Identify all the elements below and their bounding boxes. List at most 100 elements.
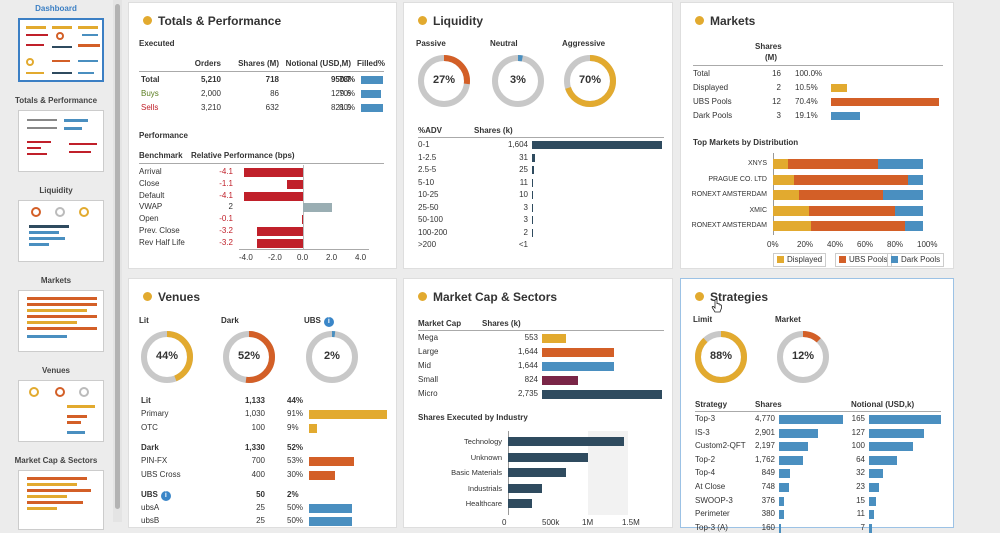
gauge-ring	[695, 331, 747, 383]
top-market-label: RONEXT AMSTERDAM	[691, 191, 767, 198]
axis-tick-label: 20%	[797, 240, 814, 249]
venue-pct: 50%	[287, 516, 304, 526]
row-notional: 950.7	[330, 75, 351, 84]
strategy-label: At Close	[695, 482, 726, 491]
sidebar-item-totals-performance[interactable]: Totals & Performance	[0, 96, 112, 105]
gauge: 3%	[490, 53, 546, 109]
sidebar-item-market-cap-sectors[interactable]: Market Cap & Sectors	[0, 456, 112, 465]
adv-value: 11	[519, 177, 528, 187]
market-bar	[831, 98, 939, 106]
thumbnail-markets[interactable]	[18, 290, 104, 352]
panel-title-text: Totals & Performance	[158, 14, 282, 28]
gauge-value: 88%	[709, 350, 733, 362]
stacked-segment	[810, 221, 905, 231]
markets-panel[interactable]: Markets Shares (M) Total 16 100.0% Displaye…	[680, 2, 954, 269]
strategy-shares-bar	[779, 469, 791, 479]
industry-bar	[508, 437, 624, 446]
thumbnail-dashboard[interactable]	[18, 18, 104, 82]
axis-tick-label: 1M	[582, 518, 594, 527]
adv-value: 25	[519, 165, 528, 174]
gauge-fill	[564, 55, 616, 107]
sidebar-scrollbar[interactable]	[113, 0, 122, 522]
benchmark-label: Close	[139, 178, 160, 188]
adv-bar	[532, 203, 533, 212]
sidebar-item-markets[interactable]: Markets	[0, 276, 112, 285]
venue-label-text: ubsB	[141, 516, 160, 526]
industry-bar	[508, 499, 532, 508]
scrollbar-thumb[interactable]	[115, 4, 120, 509]
sidebar-item-liquidity[interactable]: Liquidity	[0, 186, 112, 195]
gauge-value: 3%	[510, 74, 526, 86]
col-header-market-cap: Market Cap	[418, 319, 462, 328]
liquidity-panel[interactable]: Liquidity Passive 27% Neutral 3% Aggressive 7…	[403, 2, 673, 269]
market-shares: 16	[772, 69, 781, 78]
axis-tick-label: 0	[502, 518, 507, 527]
strategy-shares: 380	[761, 509, 775, 519]
adv-value: 1,604	[507, 140, 528, 149]
gauge-ring	[777, 331, 829, 383]
thumbnail-totals-performance[interactable]	[18, 110, 104, 172]
thumbnail-market-cap-sectors[interactable]	[18, 470, 104, 530]
strategy-shares-bar	[779, 523, 782, 533]
strategy-shares-bar	[779, 415, 843, 424]
gauge-value: 44%	[155, 350, 179, 362]
benchmark-value: -1.1	[219, 178, 233, 188]
axis-tick-label: 0%	[767, 240, 779, 249]
industry-label: Healthcare	[465, 499, 502, 508]
benchmark-label: VWAP	[139, 202, 163, 212]
gauge-value: 27%	[432, 74, 456, 86]
row-orders: 3,210	[200, 103, 221, 112]
legend-item[interactable]: UBS Pools	[835, 253, 892, 267]
venue-bar	[309, 410, 387, 420]
thumbnail-venues[interactable]	[18, 380, 104, 442]
stacked-segment	[773, 190, 799, 200]
info-icon[interactable]: i	[323, 317, 334, 327]
stacked-segment	[798, 190, 883, 200]
strategy-notional: 127	[851, 427, 865, 437]
adv-bar	[532, 228, 533, 237]
gauge-ring	[306, 331, 358, 383]
col-header-shares-k: Shares (k)	[482, 319, 521, 328]
strategies-panel[interactable]: Strategies Limit 88% Market 12% Strategy Sh…	[680, 278, 954, 533]
strategy-label: Top-4	[695, 468, 716, 478]
thumbnail-liquidity[interactable]	[18, 200, 104, 262]
venue-pct: 50%	[287, 503, 304, 513]
gauge-fill	[418, 55, 470, 107]
venue-label: UBS Cross	[141, 470, 181, 480]
axis-tick-label: 60%	[857, 240, 874, 249]
venue-label: UBS i	[141, 490, 171, 501]
legend-item[interactable]: Dark Pools	[887, 253, 945, 267]
market-cap-bar	[542, 376, 579, 385]
venue-bar	[309, 470, 335, 480]
axis-tick-label: 4.0	[355, 253, 367, 262]
market-cap-sectors-panel[interactable]: Market Cap & Sectors Market Cap Shares (…	[403, 278, 673, 528]
legend-item[interactable]: Displayed	[773, 253, 827, 267]
market-label: UBS Pools	[693, 97, 732, 106]
row-notional: 821.0	[330, 103, 351, 112]
axis-tick-label: 80%	[887, 240, 904, 249]
strategy-shares-bar	[779, 510, 785, 520]
strategy-shares-bar	[779, 428, 818, 438]
strategy-notional-bar	[869, 428, 925, 438]
info-icon[interactable]: i	[160, 490, 171, 501]
gauge: 2%	[304, 329, 360, 385]
adv-label: >200	[418, 240, 437, 249]
market-cap-label: Mid	[418, 361, 431, 370]
benchmark-label: Arrival	[139, 167, 162, 176]
panel-title-text[interactable]: Strategies	[710, 290, 769, 304]
gauge: 12%	[775, 329, 831, 385]
col-header-filled: Filled%	[357, 59, 386, 68]
venue-label-text: Primary	[141, 409, 169, 419]
venue-label: Primary	[141, 409, 169, 419]
venues-panel[interactable]: Venues Lit 44% Dark 52% UBS i 2% Lit 1,133 44% Pr…	[128, 278, 397, 528]
col-header-strategy: Strategy	[695, 400, 728, 409]
sidebar-item-label: Venues	[41, 366, 70, 375]
sidebar-item-dashboard[interactable]: Dashboard	[0, 4, 112, 13]
sidebar-item-venues[interactable]: Venues	[0, 366, 112, 375]
adv-label: 5-10	[418, 177, 435, 187]
top-market-label: XMIC	[749, 206, 768, 214]
col-header-units: (M)	[765, 53, 777, 62]
venue-label: PIN-FX	[141, 456, 167, 466]
top-market-label: PRAGUE CO. LTD	[708, 175, 767, 183]
totals-performance-panel[interactable]: Totals & Performance Executed Orders Sha…	[128, 2, 397, 269]
